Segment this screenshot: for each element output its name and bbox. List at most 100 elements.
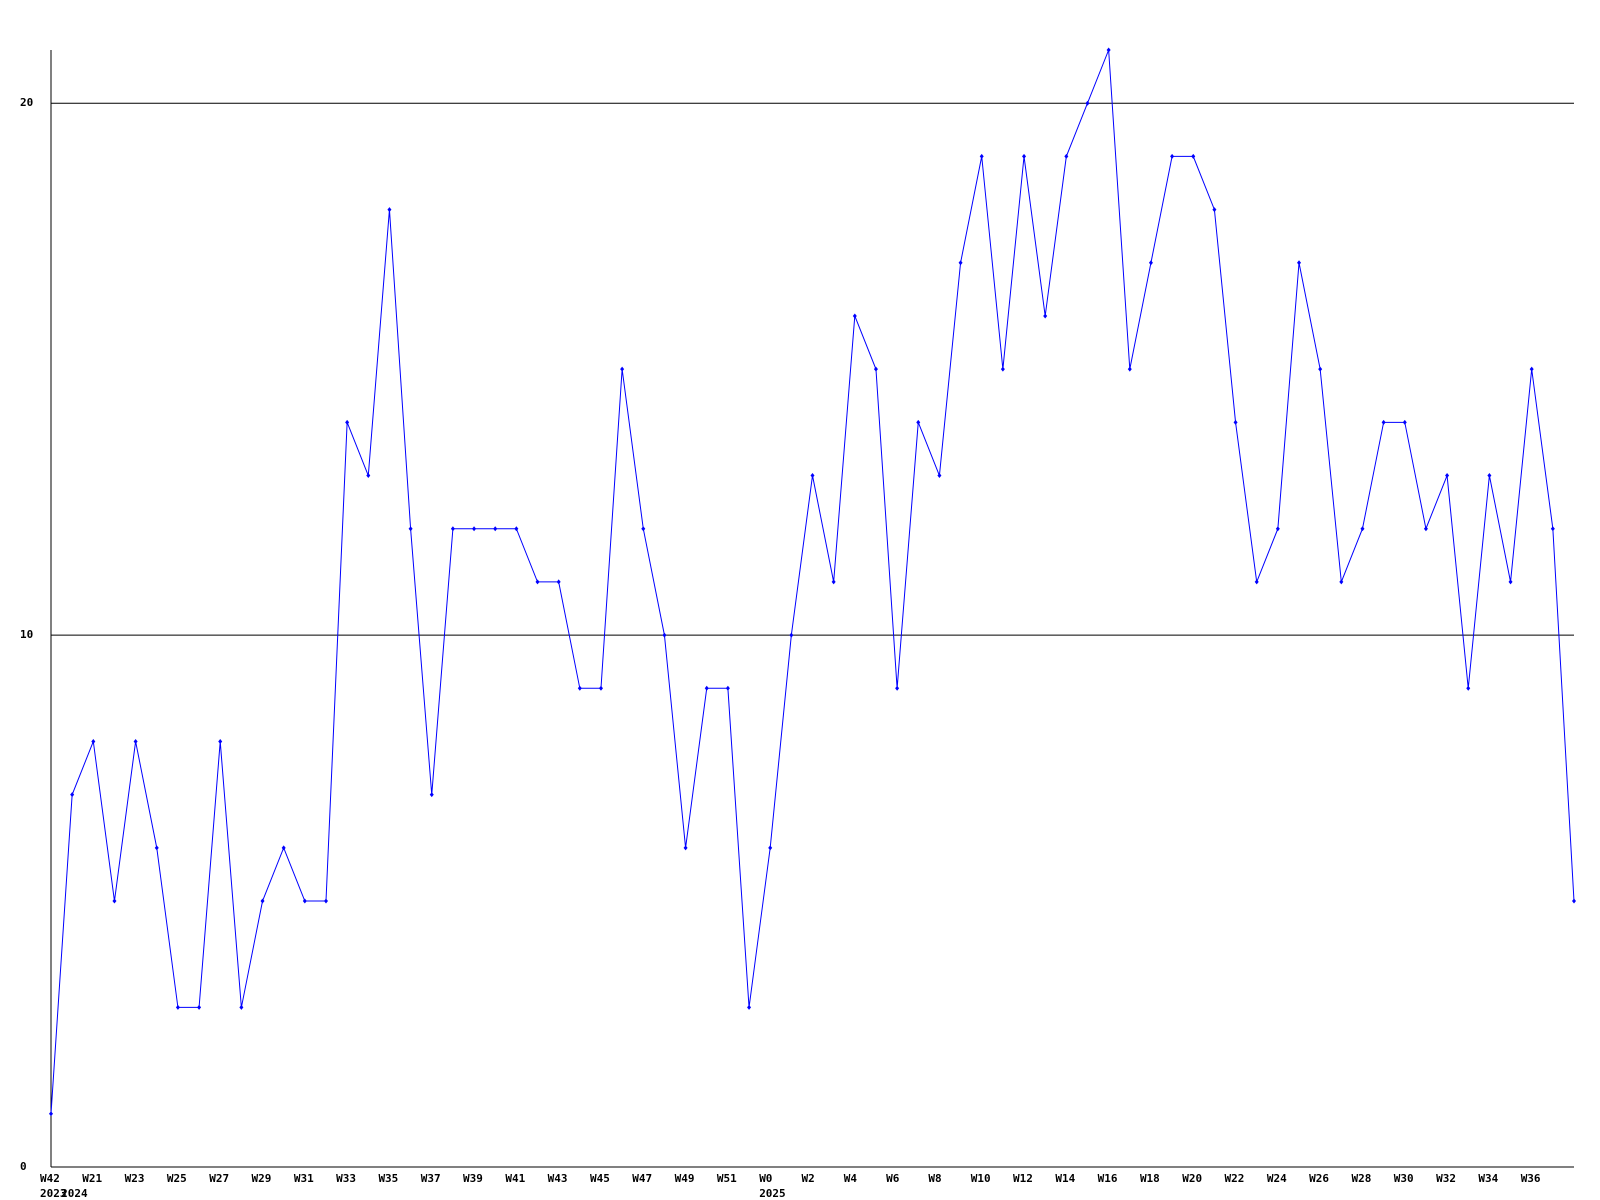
data-point [1064,153,1069,159]
data-point [70,792,75,798]
data-point [1275,526,1280,532]
data-point [302,898,307,904]
data-point [1254,579,1259,585]
x-tick-label: W25 [167,1172,187,1185]
x-year-label: 2024 [61,1187,88,1200]
data-point [1445,473,1450,479]
y-tick-label: 20 [20,96,33,109]
x-tick-label: W24 [1267,1172,1287,1185]
data-point [1085,100,1090,106]
x-tick-label: W8 [928,1172,941,1185]
data-point [1381,419,1386,425]
data-point [281,845,286,851]
data-point [1550,526,1555,532]
data-point [831,579,836,585]
x-tick-label: W20 [1182,1172,1202,1185]
y-tick-label: 10 [20,628,33,641]
data-point [345,419,350,425]
data-point [1508,579,1513,585]
data-point [1000,366,1005,372]
data-point [1466,685,1471,691]
data-point [1191,153,1196,159]
x-tick-label: W30 [1394,1172,1414,1185]
x-tick-label: W12 [1013,1172,1033,1185]
data-point [1423,526,1428,532]
y-tick-label: 0 [20,1160,27,1173]
data-point [133,738,138,744]
data-point [366,473,371,479]
x-tick-label: W14 [1055,1172,1075,1185]
data-point [895,685,900,691]
data-point [1572,898,1576,904]
x-tick-label: W51 [717,1172,737,1185]
x-tick-label: W45 [590,1172,610,1185]
data-point [704,685,709,691]
data-point [1127,366,1132,372]
data-point [535,579,540,585]
data-point [641,526,646,532]
x-tick-label: W26 [1309,1172,1329,1185]
x-tick-label: W29 [252,1172,272,1185]
data-point [577,685,582,691]
data-point [873,366,878,372]
x-tick-label: W18 [1140,1172,1160,1185]
x-tick-label: W35 [378,1172,398,1185]
data-point [1106,47,1111,53]
data-point [112,898,117,904]
x-tick-label: W49 [675,1172,695,1185]
data-point [789,632,794,638]
x-tick-label: W32 [1436,1172,1456,1185]
x-tick-label: W33 [336,1172,356,1185]
data-point [1148,260,1153,266]
x-tick-label: W39 [463,1172,483,1185]
data-point [598,685,603,691]
data-point [725,685,730,691]
data-point [197,1004,202,1010]
data-point [154,845,159,851]
data-point [1212,207,1217,213]
data-point [916,419,921,425]
data-point [747,1004,752,1010]
x-tick-label: W10 [971,1172,991,1185]
data-point [958,260,963,266]
data-point [1170,153,1175,159]
x-tick-label: W2 [802,1172,815,1185]
data-point [683,845,688,851]
x-tick-label: W36 [1521,1172,1541,1185]
x-tick-label: W4 [844,1172,858,1185]
data-point [620,366,625,372]
data-point [1487,473,1492,479]
data-point [768,845,773,851]
x-tick-label: W16 [1098,1172,1118,1185]
x-tick-label: W22 [1225,1172,1245,1185]
data-point [239,1004,244,1010]
data-point [493,526,498,532]
data-point [852,313,857,319]
data-point [472,526,477,532]
data-point [979,153,984,159]
data-point [260,898,265,904]
x-tick-label: W37 [421,1172,441,1185]
x-tick-label: W34 [1478,1172,1498,1185]
data-point [556,579,561,585]
data-point [450,526,455,532]
x-tick-label: W47 [632,1172,652,1185]
data-point [1043,313,1048,319]
data-point [323,898,328,904]
x-tick-label: W43 [548,1172,568,1185]
data-point [408,526,413,532]
data-point [175,1004,180,1010]
data-point [1360,526,1365,532]
x-tick-label: W21 [82,1172,102,1185]
data-point [49,1111,53,1117]
data-point [387,207,392,213]
data-point [1318,366,1323,372]
x-tick-label: W31 [294,1172,314,1185]
data-point [91,738,96,744]
x-tick-label: W23 [125,1172,145,1185]
x-tick-label: W42 [40,1172,60,1185]
data-point [1529,366,1534,372]
data-line [50,49,1575,1114]
data-point [810,473,815,479]
